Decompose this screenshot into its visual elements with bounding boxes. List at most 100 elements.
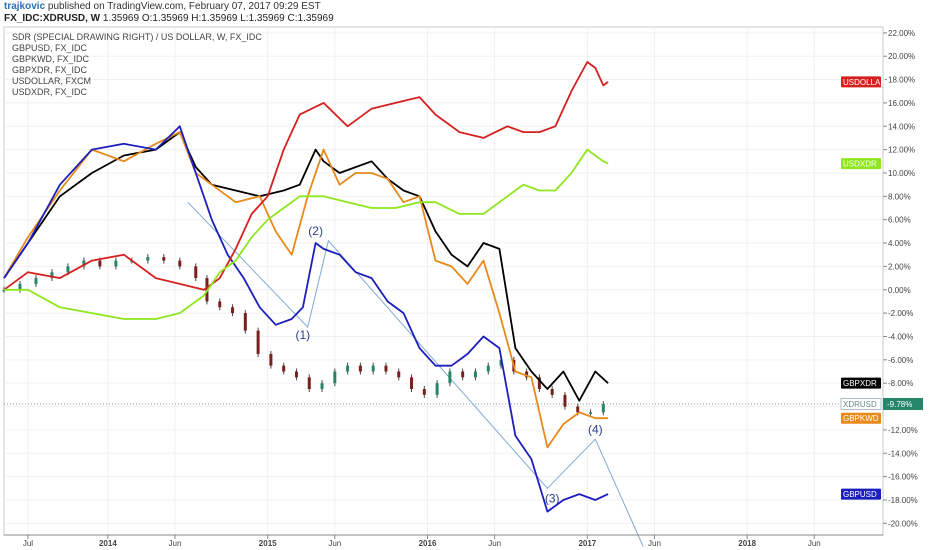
price-label-usdollar-bg xyxy=(841,76,881,88)
candle-body xyxy=(358,365,362,372)
candle-body xyxy=(243,313,247,331)
x-tick-label: 2017 xyxy=(578,539,596,548)
y-tick-label: 4.00% xyxy=(888,239,911,248)
price-label-gbpkwd-bg xyxy=(841,412,881,424)
series-line-gbpkwd xyxy=(3,131,609,449)
y-tick-label: 2.00% xyxy=(888,262,911,271)
symbol-name: FX_IDC:XDRUSD, W xyxy=(4,13,101,24)
symbol-line: FX_IDC:XDRUSD, W 1.35969 O:1.35969 H:1.3… xyxy=(4,13,334,24)
y-tick-label: -6.00% xyxy=(888,356,913,365)
y-axis: 22.00% 20.00% 18.00% 16.00% 14.00% 12.00% 10.0… xyxy=(883,29,918,528)
y-tick-label: 16.00% xyxy=(888,99,915,108)
candle-body xyxy=(589,412,593,414)
y-tick-label: -8.00% xyxy=(888,379,913,388)
price-label-gbpusd-text: GBPUSD xyxy=(843,490,877,499)
candle-body xyxy=(114,260,118,267)
y-tick-label: -20.00% xyxy=(888,519,918,528)
legend: SDR (SPECIAL DRAWING RIGHT) / US DOLLAR,… xyxy=(12,32,262,97)
legend-item: GBPKWD, FX_IDC xyxy=(12,54,90,64)
publish-line: trajkovic published on TradingView.com, … xyxy=(4,1,321,12)
y-tick-label: 8.00% xyxy=(888,192,911,201)
price-label-xdrusd-text: XDRUSD xyxy=(843,400,877,409)
x-axis: Jul 2014 Jun 2015 Jun 2016 Jun 2017 Jun 2018 Jun xyxy=(4,534,883,548)
y-tick-label: 12.00% xyxy=(888,146,915,155)
candle-body xyxy=(66,266,70,273)
price-label-xdrusd-bg xyxy=(840,398,882,410)
trendline xyxy=(187,201,644,547)
candle-body xyxy=(473,371,477,378)
series-line-usdollar xyxy=(3,61,609,291)
candle-body xyxy=(34,278,38,284)
legend-item: USDOLLAR, FXCM xyxy=(12,76,91,86)
candle-body xyxy=(461,371,465,378)
candle-body xyxy=(499,359,503,366)
y-tick-label: 18.00% xyxy=(888,76,915,85)
price-label-gbpxdr-bg xyxy=(841,377,881,389)
candle-body xyxy=(397,371,401,378)
wave-label: (1) xyxy=(296,328,311,342)
legend-item: SDR (SPECIAL DRAWING RIGHT) / US DOLLAR,… xyxy=(12,32,262,42)
wave-annotations: (1) (2) (3) (4) xyxy=(296,224,603,505)
candle-body xyxy=(178,260,182,267)
author-name[interactable]: trajkovic xyxy=(4,1,46,12)
candle-body xyxy=(435,383,439,395)
publish-info: published on TradingView.com, February 0… xyxy=(45,1,321,12)
y-tick-label: 22.00% xyxy=(888,29,915,38)
price-label-gbpkwd-text: GBPKWD xyxy=(843,414,879,423)
candle-body xyxy=(18,283,22,290)
price-label-usdxdr-text: USDXDR xyxy=(843,160,877,169)
x-tick-label: 2014 xyxy=(99,539,117,548)
trendlines xyxy=(187,201,644,547)
candle-body xyxy=(294,371,298,378)
candle-body xyxy=(371,365,375,372)
candle-body xyxy=(256,330,260,354)
last-value-box xyxy=(883,397,923,410)
candle-body xyxy=(307,377,311,390)
candle-body xyxy=(525,371,529,378)
price-label-gbpusd-bg xyxy=(841,488,881,500)
candle-body xyxy=(98,260,102,267)
candle-body xyxy=(82,260,86,267)
candle-body xyxy=(231,307,235,314)
candle-body xyxy=(194,266,198,279)
candle-body xyxy=(576,406,580,413)
candle-body xyxy=(346,365,350,372)
candle-body xyxy=(550,389,554,395)
candle-body xyxy=(448,371,452,384)
chart-header: trajkovic published on TradingView.com, … xyxy=(0,0,932,26)
x-tick-label: Jun xyxy=(169,539,182,548)
candle-body xyxy=(269,353,273,366)
wave-label: (2) xyxy=(308,224,323,238)
y-tick-label: -4.00% xyxy=(888,332,913,341)
y-tick-label: 20.00% xyxy=(888,52,915,61)
candle-body xyxy=(563,394,567,407)
legend-item: USDXDR, FX_IDC xyxy=(12,87,88,97)
candle-body xyxy=(146,257,150,261)
y-tick-label: -12.00% xyxy=(888,426,918,435)
x-tick-label: Jun xyxy=(808,539,821,548)
x-tick-label: 2016 xyxy=(419,539,437,548)
candle-body xyxy=(384,365,388,372)
candle-body xyxy=(50,272,54,279)
candle-body xyxy=(333,371,337,384)
x-tick-label: Jun xyxy=(648,539,661,548)
candle-body xyxy=(537,377,541,390)
x-tick-label: Jul xyxy=(23,539,33,548)
candle-body xyxy=(320,383,324,390)
y-tick-label: -16.00% xyxy=(888,473,918,482)
y-tick-label: 0.00% xyxy=(888,286,911,295)
price-label-usdxdr-bg xyxy=(841,158,881,170)
candle-body xyxy=(218,301,222,308)
x-tick-label: 2015 xyxy=(259,539,277,548)
candle-body xyxy=(162,257,166,261)
series-line-usdxdr xyxy=(4,148,609,320)
candle-body xyxy=(601,404,605,413)
wave-label: (4) xyxy=(588,422,603,436)
legend-item: GBPXDR, FX_IDC xyxy=(12,65,88,75)
last-value-text: -9.78% xyxy=(887,400,912,409)
y-tick-label: 14.00% xyxy=(888,122,915,131)
series-lines xyxy=(3,61,609,513)
y-tick-label: 6.00% xyxy=(888,216,911,225)
series-line-gbpxdr xyxy=(3,131,609,402)
